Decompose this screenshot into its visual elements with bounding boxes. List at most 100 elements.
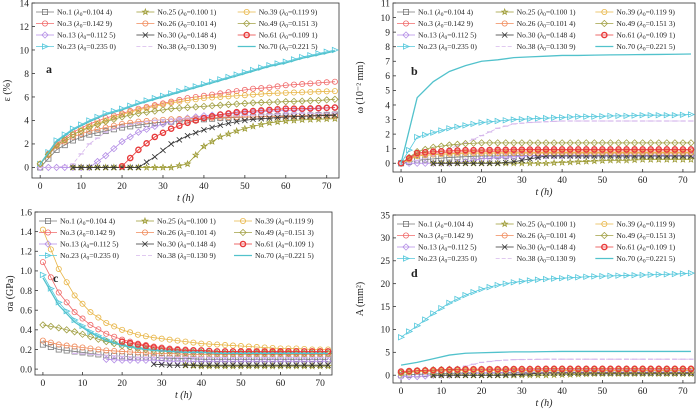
legend-item: No.23 (λ0=0.235 0) xyxy=(397,42,477,53)
x-tick-label: 70 xyxy=(678,176,688,186)
data-point xyxy=(290,105,298,113)
series-no38 xyxy=(72,352,331,358)
data-point xyxy=(166,336,173,343)
data-point xyxy=(413,367,421,374)
legend-marker-icon xyxy=(403,220,410,227)
data-point xyxy=(110,112,117,119)
legend-item: No.70 (λ0=0.221 5) xyxy=(233,251,314,262)
legend-item: No.49 (λ0=0.151 3) xyxy=(595,19,676,30)
data-point xyxy=(282,89,289,96)
y-axis-label: σa (GPa) xyxy=(5,275,16,311)
data-point xyxy=(266,90,273,97)
data-point xyxy=(502,159,509,166)
data-point xyxy=(143,105,150,112)
data-point xyxy=(315,104,322,112)
data-point xyxy=(551,114,559,121)
data-point xyxy=(623,146,630,153)
legend-marker-icon xyxy=(601,220,608,227)
data-point xyxy=(494,281,502,289)
data-point xyxy=(543,114,551,122)
data-point xyxy=(331,104,339,111)
data-point xyxy=(126,154,134,162)
data-point xyxy=(307,80,314,87)
data-point xyxy=(527,156,533,162)
y-tick-label: 25 xyxy=(381,257,391,267)
legend-marker-icon xyxy=(141,7,150,16)
x-tick-label: 40 xyxy=(557,387,567,397)
data-point xyxy=(176,136,183,143)
legend-marker-icon xyxy=(403,43,411,50)
y-tick-label: 4 xyxy=(385,101,390,111)
legend-label: No.25 (λ0=0.100 1) xyxy=(517,220,576,231)
data-point xyxy=(282,114,289,120)
data-point xyxy=(470,120,478,128)
data-point xyxy=(174,337,181,344)
legend-item: No.38 (λ0=0.130 9) xyxy=(495,254,576,265)
data-point xyxy=(93,120,102,129)
data-point xyxy=(63,342,70,349)
data-point xyxy=(510,279,518,286)
data-point xyxy=(599,146,606,153)
data-point xyxy=(257,107,265,114)
data-point xyxy=(510,116,518,123)
data-point xyxy=(198,340,205,347)
data-point xyxy=(55,341,62,348)
y-tick-label: 2 xyxy=(385,130,390,140)
data-point xyxy=(118,356,126,364)
legend-label: No.3 (λ0=0.142 9) xyxy=(60,228,116,239)
data-point xyxy=(52,163,61,172)
data-point xyxy=(429,148,437,155)
legend-label: No.13 (λ0=0.112 5) xyxy=(418,243,477,254)
series-line xyxy=(42,274,329,353)
data-point xyxy=(274,90,281,97)
data-point xyxy=(69,163,77,171)
y-tick-label: 1.6 xyxy=(20,208,32,218)
data-point xyxy=(478,146,485,154)
data-point xyxy=(599,113,607,120)
data-point xyxy=(282,82,289,89)
legend-marker-icon xyxy=(402,243,410,251)
x-tick-label: 10 xyxy=(76,182,86,192)
legend-label: No.13 (λ0=0.112 5) xyxy=(57,31,116,42)
legend-label: No.13 (λ0=0.112 5) xyxy=(60,240,119,251)
legend-label: No.23 (λ0=0.235 0) xyxy=(418,254,477,265)
data-point xyxy=(679,365,687,373)
x-tick-label: 10 xyxy=(437,176,447,186)
data-point xyxy=(63,299,70,306)
legend-label: No.39 (λ0=0.119 9) xyxy=(616,220,675,231)
series-line xyxy=(433,358,691,374)
legend-label: No.30 (λ0=0.148 4) xyxy=(517,31,576,42)
data-point xyxy=(574,139,582,147)
data-point xyxy=(110,144,118,153)
data-point xyxy=(233,108,240,116)
y-tick-label: 0 xyxy=(24,164,29,174)
legend-label: No.61 (λ0=0.109 1) xyxy=(616,243,675,254)
legend-item: No.38 (λ0=0.130 9) xyxy=(135,251,216,262)
data-point xyxy=(622,156,631,164)
x-tick-label: 50 xyxy=(598,387,608,397)
data-point xyxy=(301,362,308,369)
data-point xyxy=(290,81,297,88)
data-point xyxy=(307,88,314,95)
series-no70 xyxy=(39,50,336,165)
data-point xyxy=(249,122,257,130)
data-point xyxy=(494,117,502,125)
data-point xyxy=(39,259,46,266)
data-point xyxy=(631,365,638,373)
data-point xyxy=(298,97,306,105)
legend-item: No.13 (λ0=0.112 5) xyxy=(36,31,116,42)
series-line xyxy=(39,90,335,165)
data-point xyxy=(47,339,54,346)
data-point xyxy=(438,160,445,167)
data-point xyxy=(39,226,46,233)
panel-label: b xyxy=(411,64,418,78)
data-point xyxy=(405,372,413,381)
data-point xyxy=(567,113,575,121)
legend-item: No.1 (λ0=0.104 4) xyxy=(397,220,474,230)
x-axis-label: t (h) xyxy=(175,390,193,401)
data-point xyxy=(241,99,249,108)
chart-c: 0 10 20 30 40 50 60 70 0.0 0.2 0.4 0.6 0.8 1.0 1.2 1.4 1… xyxy=(5,208,333,401)
data-point xyxy=(317,362,324,369)
data-point xyxy=(590,139,598,147)
data-point xyxy=(176,122,183,130)
